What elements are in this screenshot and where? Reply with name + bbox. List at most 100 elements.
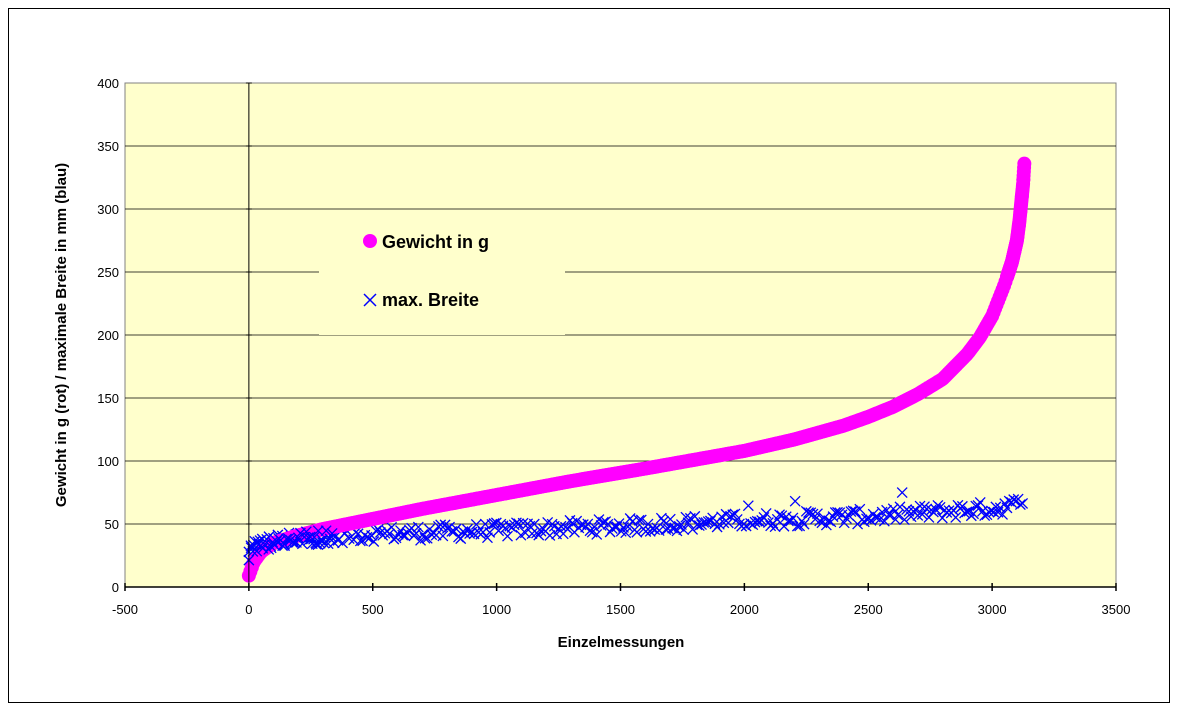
point-max-breite	[261, 533, 273, 545]
point-max-breite	[502, 530, 513, 542]
point-max-breite	[437, 530, 449, 542]
series-max-breite	[243, 487, 1029, 558]
y-tick-label: 250	[97, 265, 119, 280]
point-max-breite	[620, 527, 632, 539]
point-max-breite	[626, 516, 638, 527]
chart-frame: -500 0 500 1000 1500 2000 2500 3000 3500 0 50 100 15…	[8, 8, 1170, 703]
x-tick-label: 2000	[730, 602, 759, 617]
point-max-breite	[633, 514, 645, 526]
point-max-breite	[974, 496, 986, 508]
y-tick-label: 350	[97, 139, 119, 154]
point-max-breite	[631, 526, 643, 538]
scatter-chart: -500 0 500 1000 1500 2000 2500 3000 3500 0 50 100 15…	[53, 76, 1131, 651]
x-tick-label: 500	[362, 602, 384, 617]
series-gewicht	[241, 156, 1032, 583]
point-max-breite	[647, 523, 658, 534]
y-tick-label: 400	[97, 76, 119, 91]
point-max-breite	[660, 524, 672, 536]
point-max-breite	[776, 510, 788, 522]
point-max-breite	[399, 530, 411, 542]
legend-label-gewicht: Gewicht in g	[382, 232, 489, 252]
point-max-breite	[742, 500, 754, 512]
point-gewicht	[1017, 156, 1032, 171]
point-max-breite	[798, 518, 810, 530]
point-max-breite	[845, 506, 857, 518]
point-max-breite	[470, 519, 482, 530]
point-max-breite	[751, 515, 763, 527]
point-max-breite	[956, 500, 968, 512]
point-max-breite	[435, 519, 447, 531]
x-tick-label: 3000	[978, 602, 1007, 617]
point-max-breite	[354, 535, 366, 547]
series-max-breite-overlay	[243, 525, 340, 566]
point-max-breite	[664, 513, 676, 525]
point-max-breite	[337, 537, 348, 549]
point-max-breite	[691, 519, 703, 531]
point-max-breite	[582, 518, 594, 530]
point-max-breite	[760, 507, 772, 519]
point-max-breite	[517, 517, 529, 529]
point-max-breite	[271, 535, 283, 547]
point-max-breite	[300, 526, 312, 538]
point-max-breite	[722, 517, 734, 529]
point-max-breite	[419, 532, 431, 544]
point-max-breite	[251, 545, 263, 557]
point-max-breite	[854, 503, 866, 515]
point-max-breite	[887, 503, 899, 515]
point-max-breite	[562, 523, 574, 535]
point-max-breite	[749, 516, 761, 528]
x-tick-label: -500	[112, 602, 138, 617]
point-max-breite	[410, 527, 422, 539]
point-max-breite	[513, 518, 525, 530]
point-max-breite	[635, 514, 647, 526]
point-max-breite	[698, 516, 710, 528]
point-max-breite	[968, 508, 980, 520]
y-tick-label: 300	[97, 202, 119, 217]
point-max-breite	[950, 512, 962, 523]
y-tick-label: 0	[112, 580, 119, 595]
point-max-breite	[604, 526, 616, 538]
point-max-breite	[812, 508, 823, 520]
point-max-breite	[762, 517, 774, 529]
point-max-breite	[589, 521, 600, 533]
point-max-breite	[247, 545, 259, 557]
point-max-breite	[348, 534, 360, 546]
y-axis-title: Gewicht in g (rot) / maximale Breite in …	[53, 163, 70, 507]
y-tick-label: 150	[97, 391, 119, 406]
point-max-breite	[326, 527, 338, 539]
point-max-breite	[287, 537, 298, 548]
grid-lines	[125, 145, 1116, 525]
point-max-breite	[847, 505, 859, 517]
point-max-breite	[368, 536, 380, 547]
point-max-breite	[680, 511, 692, 523]
point-max-breite	[544, 529, 556, 541]
point-max-breite	[450, 523, 462, 535]
point-max-breite	[997, 508, 1008, 520]
point-max-breite	[912, 509, 924, 521]
x-tick-label: 1000	[482, 602, 511, 617]
point-max-breite	[883, 509, 895, 521]
x-tick-label: 0	[245, 602, 252, 617]
point-max-breite	[789, 495, 801, 507]
point-max-breite	[921, 503, 933, 515]
x-tick-label: 2500	[854, 602, 883, 617]
y-tick-label: 100	[97, 454, 119, 469]
y-tick-label: 200	[97, 328, 119, 343]
y-tick-label: 50	[105, 517, 119, 532]
point-max-breite	[979, 510, 991, 522]
point-max-breite	[689, 510, 701, 522]
point-max-breite	[865, 514, 877, 526]
point-max-breite	[729, 508, 741, 520]
point-max-breite	[898, 514, 910, 526]
legend-marker-breite	[363, 293, 377, 307]
point-max-breite	[787, 512, 799, 524]
x-tick-label: 3500	[1102, 602, 1131, 617]
point-max-breite	[829, 507, 841, 518]
point-max-breite	[318, 537, 330, 549]
point-max-breite	[281, 533, 292, 545]
point-max-breite	[658, 515, 670, 527]
point-max-breite	[312, 525, 324, 537]
point-max-breite	[526, 528, 538, 540]
point-max-breite	[591, 528, 603, 540]
legend-marker-gewicht	[363, 234, 377, 248]
